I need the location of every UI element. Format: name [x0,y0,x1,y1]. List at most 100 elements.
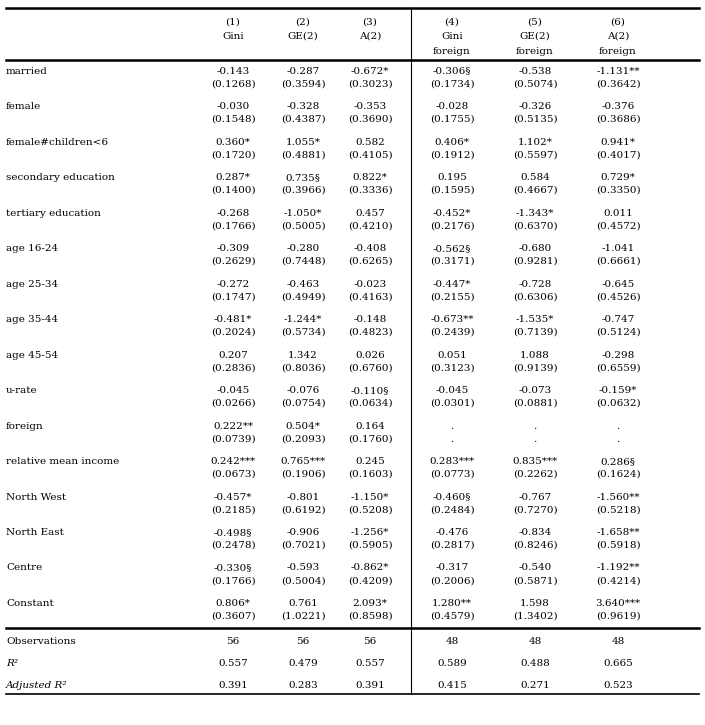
Text: 0.806*: 0.806* [216,599,250,608]
Text: -0.801: -0.801 [286,492,319,502]
Text: age 16-24: age 16-24 [6,244,58,253]
Text: Gini: Gini [441,31,462,41]
Text: (0.4881): (0.4881) [281,151,325,160]
Text: (0.8598): (0.8598) [348,612,392,621]
Text: -0.376: -0.376 [601,102,634,111]
Text: 0.557: 0.557 [355,660,385,668]
Text: (0.2478): (0.2478) [211,541,255,550]
Text: 1.598: 1.598 [520,599,550,608]
Text: 0.582: 0.582 [355,138,385,146]
Text: 0.222**: 0.222** [213,421,253,431]
Text: (0.4387): (0.4387) [281,115,325,124]
Text: 0.271: 0.271 [520,682,550,690]
Text: -0.028: -0.028 [436,102,469,111]
Text: (0.3607): (0.3607) [211,612,255,621]
Text: (0.2024): (0.2024) [211,328,255,337]
Text: (0.4823): (0.4823) [348,328,392,337]
Text: -0.498§: -0.498§ [214,528,252,537]
Text: 0.242***: 0.242*** [210,457,256,466]
Text: (0.0266): (0.0266) [211,399,255,408]
Text: relative mean income: relative mean income [6,457,119,466]
Text: -0.906: -0.906 [286,528,319,537]
Text: (0.3350): (0.3350) [596,186,640,195]
Text: -0.353: -0.353 [353,102,386,111]
Text: (0.5918): (0.5918) [596,541,640,550]
Text: -0.148: -0.148 [353,315,386,324]
Text: -0.268: -0.268 [216,209,250,218]
Text: 48: 48 [446,637,459,647]
Text: -0.045: -0.045 [436,386,469,395]
Text: North West: North West [6,492,66,502]
Text: 48: 48 [611,637,625,647]
Text: 0.488: 0.488 [520,660,550,668]
Text: (3): (3) [362,17,377,27]
Text: 0.415: 0.415 [437,682,467,690]
Text: (1): (1) [226,17,240,27]
Text: -0.287: -0.287 [286,67,319,75]
Text: (0.5135): (0.5135) [513,115,558,124]
Text: (0.4579): (0.4579) [429,612,474,621]
Text: -0.481*: -0.481* [214,315,252,324]
Text: (0.2836): (0.2836) [211,363,255,373]
Text: foreign: foreign [6,421,44,431]
Text: Constant: Constant [6,599,54,608]
Text: 0.761: 0.761 [288,599,318,608]
Text: Adjusted R²: Adjusted R² [6,682,68,690]
Text: -0.767: -0.767 [518,492,551,502]
Text: -0.562§: -0.562§ [433,244,471,253]
Text: (0.0634): (0.0634) [348,399,392,408]
Text: (0.5218): (0.5218) [596,505,640,515]
Text: 0.360*: 0.360* [216,138,250,146]
Text: .: . [534,421,537,431]
Text: (4): (4) [445,17,460,27]
Text: (0.3686): (0.3686) [596,115,640,124]
Text: -0.076: -0.076 [286,386,319,395]
Text: 0.479: 0.479 [288,660,318,668]
Text: (0.1766): (0.1766) [211,576,255,586]
Text: (0.1400): (0.1400) [211,186,255,195]
Text: -0.673**: -0.673** [430,315,474,324]
Text: (5): (5) [527,17,542,27]
Text: (0.5734): (0.5734) [281,328,325,337]
Text: 0.011: 0.011 [603,209,633,218]
Text: (0.3594): (0.3594) [281,80,325,88]
Text: (0.5871): (0.5871) [513,576,558,586]
Text: -0.309: -0.309 [216,244,250,253]
Text: -1.050*: -1.050* [284,209,322,218]
Text: 48: 48 [528,637,541,647]
Text: (0.1720): (0.1720) [211,151,255,160]
Text: 56: 56 [226,637,240,647]
Text: (0.0754): (0.0754) [281,399,325,408]
Text: -0.330§: -0.330§ [214,563,252,573]
Text: .: . [616,421,620,431]
Text: (0.2155): (0.2155) [429,292,474,302]
Text: -0.452*: -0.452* [433,209,471,218]
Text: 2.093*: 2.093* [352,599,388,608]
Text: A(2): A(2) [359,31,381,41]
Text: 1.342: 1.342 [288,350,318,360]
Text: -0.834: -0.834 [518,528,551,537]
Text: -0.862*: -0.862* [351,563,389,573]
Text: (0.2006): (0.2006) [429,576,474,586]
Text: (0.9139): (0.9139) [513,363,558,373]
Text: (0.4163): (0.4163) [348,292,392,302]
Text: .: . [450,434,453,444]
Text: -0.593: -0.593 [286,563,319,573]
Text: -0.447*: -0.447* [433,280,471,289]
Text: (0.7139): (0.7139) [513,328,558,337]
Text: 0.391: 0.391 [218,682,248,690]
Text: 3.640***: 3.640*** [596,599,641,608]
Text: female#children<6: female#children<6 [6,138,109,146]
Text: (0.1766): (0.1766) [211,222,255,231]
Text: 0.557: 0.557 [218,660,248,668]
Text: (0.4526): (0.4526) [596,292,640,302]
Text: 1.102*: 1.102* [517,138,553,146]
Text: (0.1268): (0.1268) [211,80,255,88]
Text: -0.645: -0.645 [601,280,634,289]
Text: R²: R² [6,660,18,668]
Text: 0.822*: 0.822* [352,173,388,182]
Text: -0.540: -0.540 [518,563,551,573]
Text: 0.735§: 0.735§ [286,173,321,182]
Text: foreign: foreign [516,46,554,56]
Text: -1.244*: -1.244* [284,315,322,324]
